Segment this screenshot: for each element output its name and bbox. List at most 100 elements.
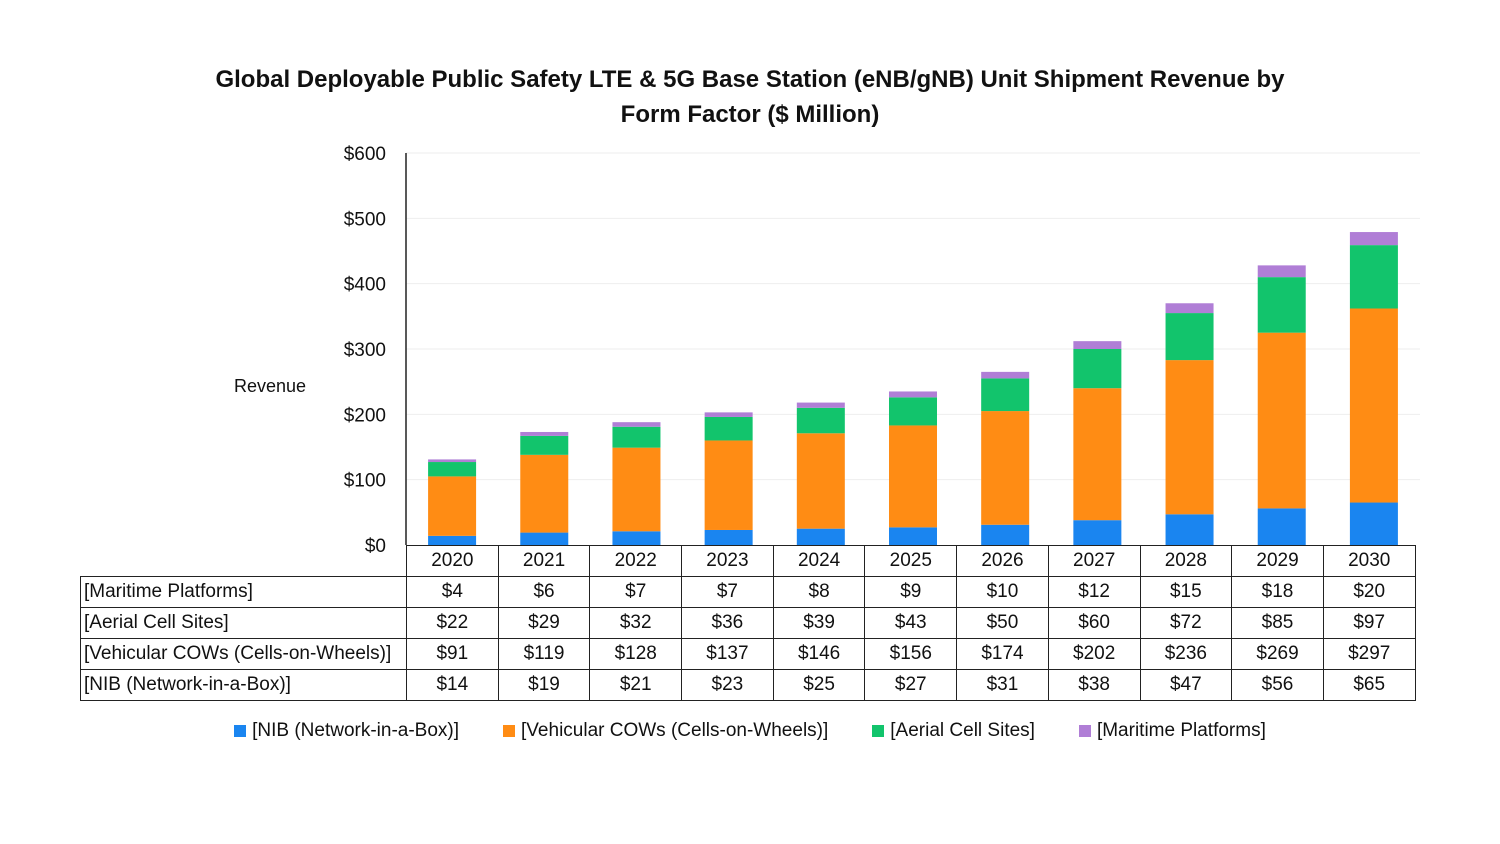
data-table: 2020 2021 2022 2023 2024 2025 2026 2027 2028 2029… [80,545,1416,701]
table-cell: $4 [406,576,499,608]
table-cell: $156 [864,638,958,670]
table-cell: $269 [1231,638,1324,670]
bar-segment-2 [796,407,845,434]
bar-segment-3 [1165,303,1214,314]
table-cell: $21 [589,669,683,701]
legend-item: [NIB (Network-in-a-Box)] [234,720,459,742]
table-cell: $60 [1047,607,1141,639]
bar-segment-1 [1073,388,1122,521]
legend-label: [Maritime Platforms] [1096,720,1266,741]
bar-segment-0 [1257,508,1306,545]
table-cell: $119 [497,638,591,670]
x-tick-label: 2025 [864,545,958,577]
bar-segment-3 [520,431,569,436]
table-cell: $19 [497,669,591,701]
table-cell: $97 [1322,607,1416,639]
bar-segment-3 [796,402,845,408]
table-cell: $27 [864,669,958,701]
bar-segment-3 [428,459,477,463]
bar-segment-0 [889,527,937,545]
table-row: [NIB (Network-in-a-Box)] $14 $19 $21 $23 $25 $… [80,669,1416,701]
x-tick-label: 2024 [772,545,866,577]
table-cell: $47 [1139,669,1233,701]
row-label: [NIB (Network-in-a-Box)] [80,669,407,701]
table-cell: $14 [406,669,499,701]
bar-segment-3 [1349,232,1398,246]
bar-segment-1 [796,433,845,529]
table-cell: $43 [864,607,958,639]
bar-segment-2 [1073,349,1122,389]
table-cell: $23 [681,669,774,701]
bar-segment-2 [1349,245,1398,309]
table-cell: $72 [1139,607,1233,639]
table-row: [Maritime Platforms] $4 $6 $7 $7 $8 $9 $10 $12 $1… [80,576,1416,608]
bar-segment-3 [981,371,1030,379]
x-tick-label: 2028 [1139,545,1233,577]
y-tick-label: $300 [344,340,386,361]
bar-segment-1 [520,454,569,533]
legend-swatch [872,725,885,737]
table-cell: $7 [589,576,683,608]
table-cell: $36 [681,607,774,639]
x-tick-label: 2026 [956,545,1049,577]
table-cell: $12 [1047,576,1141,608]
x-tick-label: 2023 [681,545,774,577]
bar-segment-3 [889,391,937,398]
x-tick-label: 2022 [589,545,683,577]
table-cell: $38 [1047,669,1141,701]
legend-label: [NIB (Network-in-a-Box)] [252,720,460,741]
table-cell: $15 [1139,576,1233,608]
legend-swatch [503,725,516,737]
y-tick-label: $600 [344,144,386,165]
table-cell: $18 [1231,576,1324,608]
legend-item: [Aerial Cell Sites] [872,720,1035,742]
x-tick-label: 2027 [1047,545,1141,577]
bar-segment-1 [889,425,937,528]
x-tick-label: 2030 [1322,545,1416,577]
table-cell: $202 [1047,638,1141,670]
bar-segment-2 [428,462,477,477]
y-tick-label: $400 [344,275,386,296]
legend-label: [Vehicular COWs (Cells-on-Wheels)] [521,720,829,741]
table-cell: $39 [772,607,866,639]
chart-title-line1: Global Deployable Public Safety LTE & 5G… [215,66,1285,93]
x-tick-label: 2020 [406,545,499,577]
bar-segment-0 [1073,520,1122,545]
table-cell: $25 [772,669,866,701]
table-cell: $8 [772,576,866,608]
legend-swatch [234,725,247,737]
table-row: [Aerial Cell Sites] $22 $29 $32 $36 $39 $43 $50… [80,607,1416,639]
bar-segment-3 [1257,265,1306,278]
table-cell: $20 [1322,576,1416,608]
bar-segment-1 [1165,360,1214,515]
legend: [NIB (Network-in-a-Box)] [Vehicular COWs … [0,720,1500,742]
table-cell: $32 [589,607,683,639]
table-cell: $10 [956,576,1049,608]
y-axis-label: Revenue [234,376,307,396]
legend-item: [Maritime Platforms] [1078,720,1266,742]
table-cell: $174 [956,638,1049,670]
bar-segment-0 [428,535,477,545]
table-cell: $85 [1231,607,1324,639]
bar-segment-0 [520,532,569,545]
table-cell: $146 [772,638,866,670]
bar-segment-0 [796,528,845,545]
table-row: [Vehicular COWs (Cells-on-Wheels)] $91 $11… [80,638,1416,670]
bar-segment-2 [704,416,753,441]
table-cell: $297 [1322,638,1416,670]
bar-segment-0 [612,531,661,545]
y-tick-label: $200 [344,405,386,426]
bar-segment-0 [704,529,753,545]
table-cell: $56 [1231,669,1324,701]
bar-segment-1 [704,440,753,530]
bar-segment-2 [1257,277,1306,333]
row-label: [Vehicular COWs (Cells-on-Wheels)] [80,638,407,670]
table-cell: $6 [497,576,591,608]
table-cell: $128 [589,638,683,670]
bar-segment-2 [889,397,937,426]
bar-segment-1 [1349,308,1398,503]
table-cell: $29 [497,607,591,639]
bar-segment-1 [612,447,661,532]
bar-segment-2 [1165,313,1214,361]
